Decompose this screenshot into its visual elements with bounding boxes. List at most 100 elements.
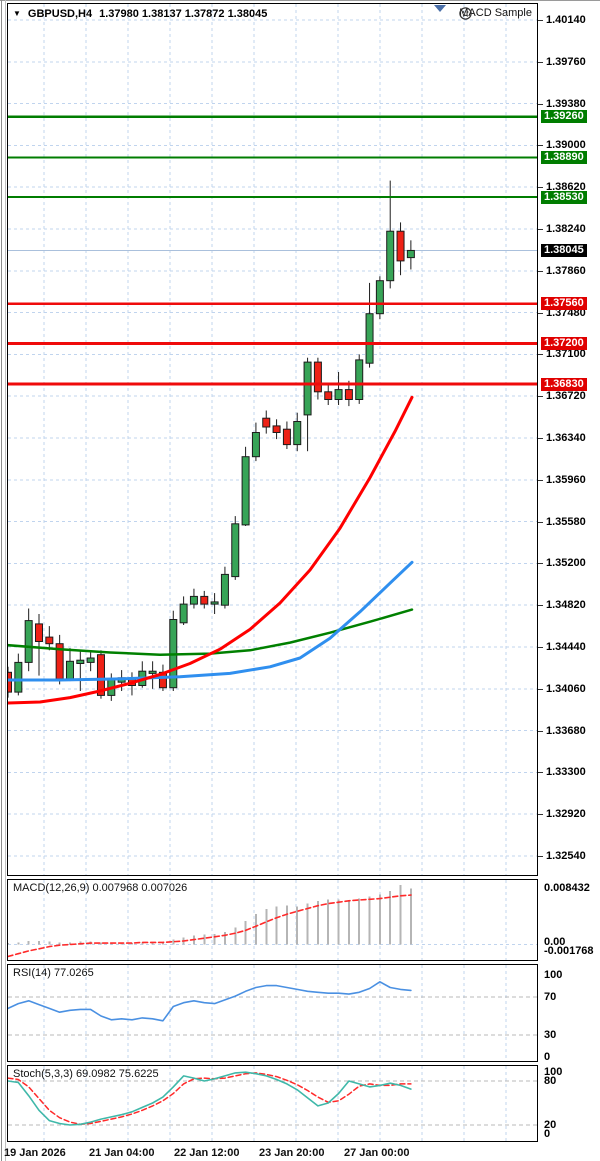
ea-badge[interactable]: MACD Sample xyxy=(459,7,532,20)
indicator-axis-label: 0 xyxy=(544,1128,551,1140)
rsi-line xyxy=(8,980,412,1022)
price-axis-label: 1.39380 xyxy=(546,97,586,110)
price-tick xyxy=(538,229,543,230)
candle-body xyxy=(344,389,353,401)
indicator-axis-label: 0 xyxy=(544,1051,551,1063)
candle-body xyxy=(251,432,260,458)
candle-body xyxy=(148,670,157,674)
time-axis-label: 22 Jan 12:00 xyxy=(174,1147,240,1159)
candle-body xyxy=(220,573,229,606)
price-tick xyxy=(538,647,543,648)
price-tick xyxy=(538,730,543,732)
chart-header: ▼ GBPUSD,H4 1.37980 1.38137 1.37872 1.38… xyxy=(13,8,267,20)
price-axis-label: 1.40140 xyxy=(546,14,586,26)
candle-body xyxy=(241,456,250,526)
macd-signal-line xyxy=(8,894,412,958)
time-axis-label: 23 Jan 20:00 xyxy=(259,1147,325,1159)
candle-body xyxy=(76,659,85,665)
price-tick xyxy=(538,61,543,63)
candle-body xyxy=(200,595,209,605)
candle-body xyxy=(262,417,271,428)
rsi-chart[interactable] xyxy=(8,965,537,1061)
price-tick xyxy=(538,772,543,774)
ea-name-label: MACD Sample xyxy=(459,7,532,19)
price-level-badge-support: 1.37200 xyxy=(541,336,587,350)
price-tick xyxy=(538,856,543,857)
price-chart-panel[interactable]: ▼ GBPUSD,H4 1.37980 1.38137 1.37872 1.38… xyxy=(7,3,538,876)
price-level-badge-resistance: 1.38890 xyxy=(541,151,587,164)
price-tick xyxy=(538,688,543,690)
price-tick xyxy=(538,396,543,398)
macd-label: MACD(12,26,9) 0.007968 0.007026 xyxy=(13,882,188,894)
price-axis-label: 1.32920 xyxy=(546,808,586,821)
price-axis-label: 1.33300 xyxy=(546,766,586,779)
price-level-badge-resistance: 1.38530 xyxy=(541,190,587,204)
ma-red-line xyxy=(8,395,414,705)
price-axis-label: 1.39000 xyxy=(546,139,586,152)
price-axis-label: 1.35200 xyxy=(546,557,586,570)
candle-body xyxy=(231,523,240,578)
ma-blue-line xyxy=(8,560,414,682)
price-axis-label: 1.38620 xyxy=(546,181,586,194)
price-axis-label: 1.35580 xyxy=(546,515,586,528)
price-tick xyxy=(538,270,543,272)
sad-smiley-icon[interactable] xyxy=(459,7,472,20)
price-axis-label: 1.34440 xyxy=(546,641,586,653)
candle-body xyxy=(86,657,95,663)
indicator-axis-label: 0.008432 xyxy=(544,882,590,894)
price-axis-label: 1.34820 xyxy=(546,599,586,612)
candle-body xyxy=(334,389,343,401)
stoch-chart[interactable] xyxy=(8,1066,537,1141)
price-axis-label: 1.38240 xyxy=(546,223,586,235)
indicator-axis-label: 100 xyxy=(544,1066,563,1078)
price-tick xyxy=(538,103,543,105)
candle-body xyxy=(365,313,374,364)
chart-ohlc-values: 1.37980 1.38137 1.37872 1.38045 xyxy=(99,8,268,20)
ma-green-line xyxy=(8,608,414,656)
candle-body xyxy=(303,361,312,416)
price-tick xyxy=(538,521,543,523)
price-axis-label: 1.37100 xyxy=(546,348,586,361)
price-axis-label: 1.37480 xyxy=(546,306,586,319)
candle-body xyxy=(24,620,33,663)
price-tick xyxy=(538,20,543,21)
candle-body xyxy=(355,359,364,400)
price-level-badge-support: 1.37560 xyxy=(541,297,587,311)
macd-chart[interactable] xyxy=(8,880,537,960)
stoch-signal-line xyxy=(8,1072,412,1126)
time-axis-label: 21 Jan 04:00 xyxy=(89,1147,155,1159)
price-tick xyxy=(538,605,543,607)
price-tick xyxy=(538,814,543,816)
candle-body xyxy=(375,280,384,315)
rsi-label: RSI(14) 77.0265 xyxy=(13,967,94,979)
candle-body xyxy=(313,361,322,393)
chart-menu-arrow-icon[interactable]: ▼ xyxy=(13,9,21,18)
rsi-panel[interactable]: RSI(14) 77.0265 xyxy=(7,964,538,1062)
price-tick xyxy=(538,563,543,565)
price-axis-label: 1.32540 xyxy=(546,850,586,862)
candle-body xyxy=(324,391,333,400)
indicator-axis-label: 30 xyxy=(544,1029,557,1041)
price-tick xyxy=(538,438,543,439)
price-tick xyxy=(538,145,543,147)
time-marker-icon xyxy=(434,5,446,12)
chart-symbol-label: GBPUSD,H4 xyxy=(27,8,93,20)
indicator-axis-label: 20 xyxy=(544,1119,557,1131)
candle-body xyxy=(272,425,281,433)
candle-body xyxy=(396,230,405,262)
window-top-border xyxy=(0,0,600,1)
price-axis-label: 1.37860 xyxy=(546,264,586,277)
candlestick-chart[interactable] xyxy=(8,4,537,875)
candle-body xyxy=(8,671,12,693)
stoch-panel[interactable]: Stoch(5,3,3) 69.0982 75.6225 xyxy=(7,1065,538,1142)
candle-body xyxy=(45,636,54,645)
macd-panel[interactable]: MACD(12,26,9) 0.007968 0.007026 xyxy=(7,879,538,961)
candle-body xyxy=(65,660,74,680)
time-axis-label: 19 Jan 2026 xyxy=(4,1147,66,1159)
candle-body xyxy=(14,661,23,693)
candle-body xyxy=(34,623,43,643)
candle-body xyxy=(282,428,291,446)
indicator-axis-label: 80 xyxy=(544,1075,557,1087)
price-axis-label: 1.33680 xyxy=(546,724,586,737)
price-axis-label: 1.36340 xyxy=(546,432,586,444)
